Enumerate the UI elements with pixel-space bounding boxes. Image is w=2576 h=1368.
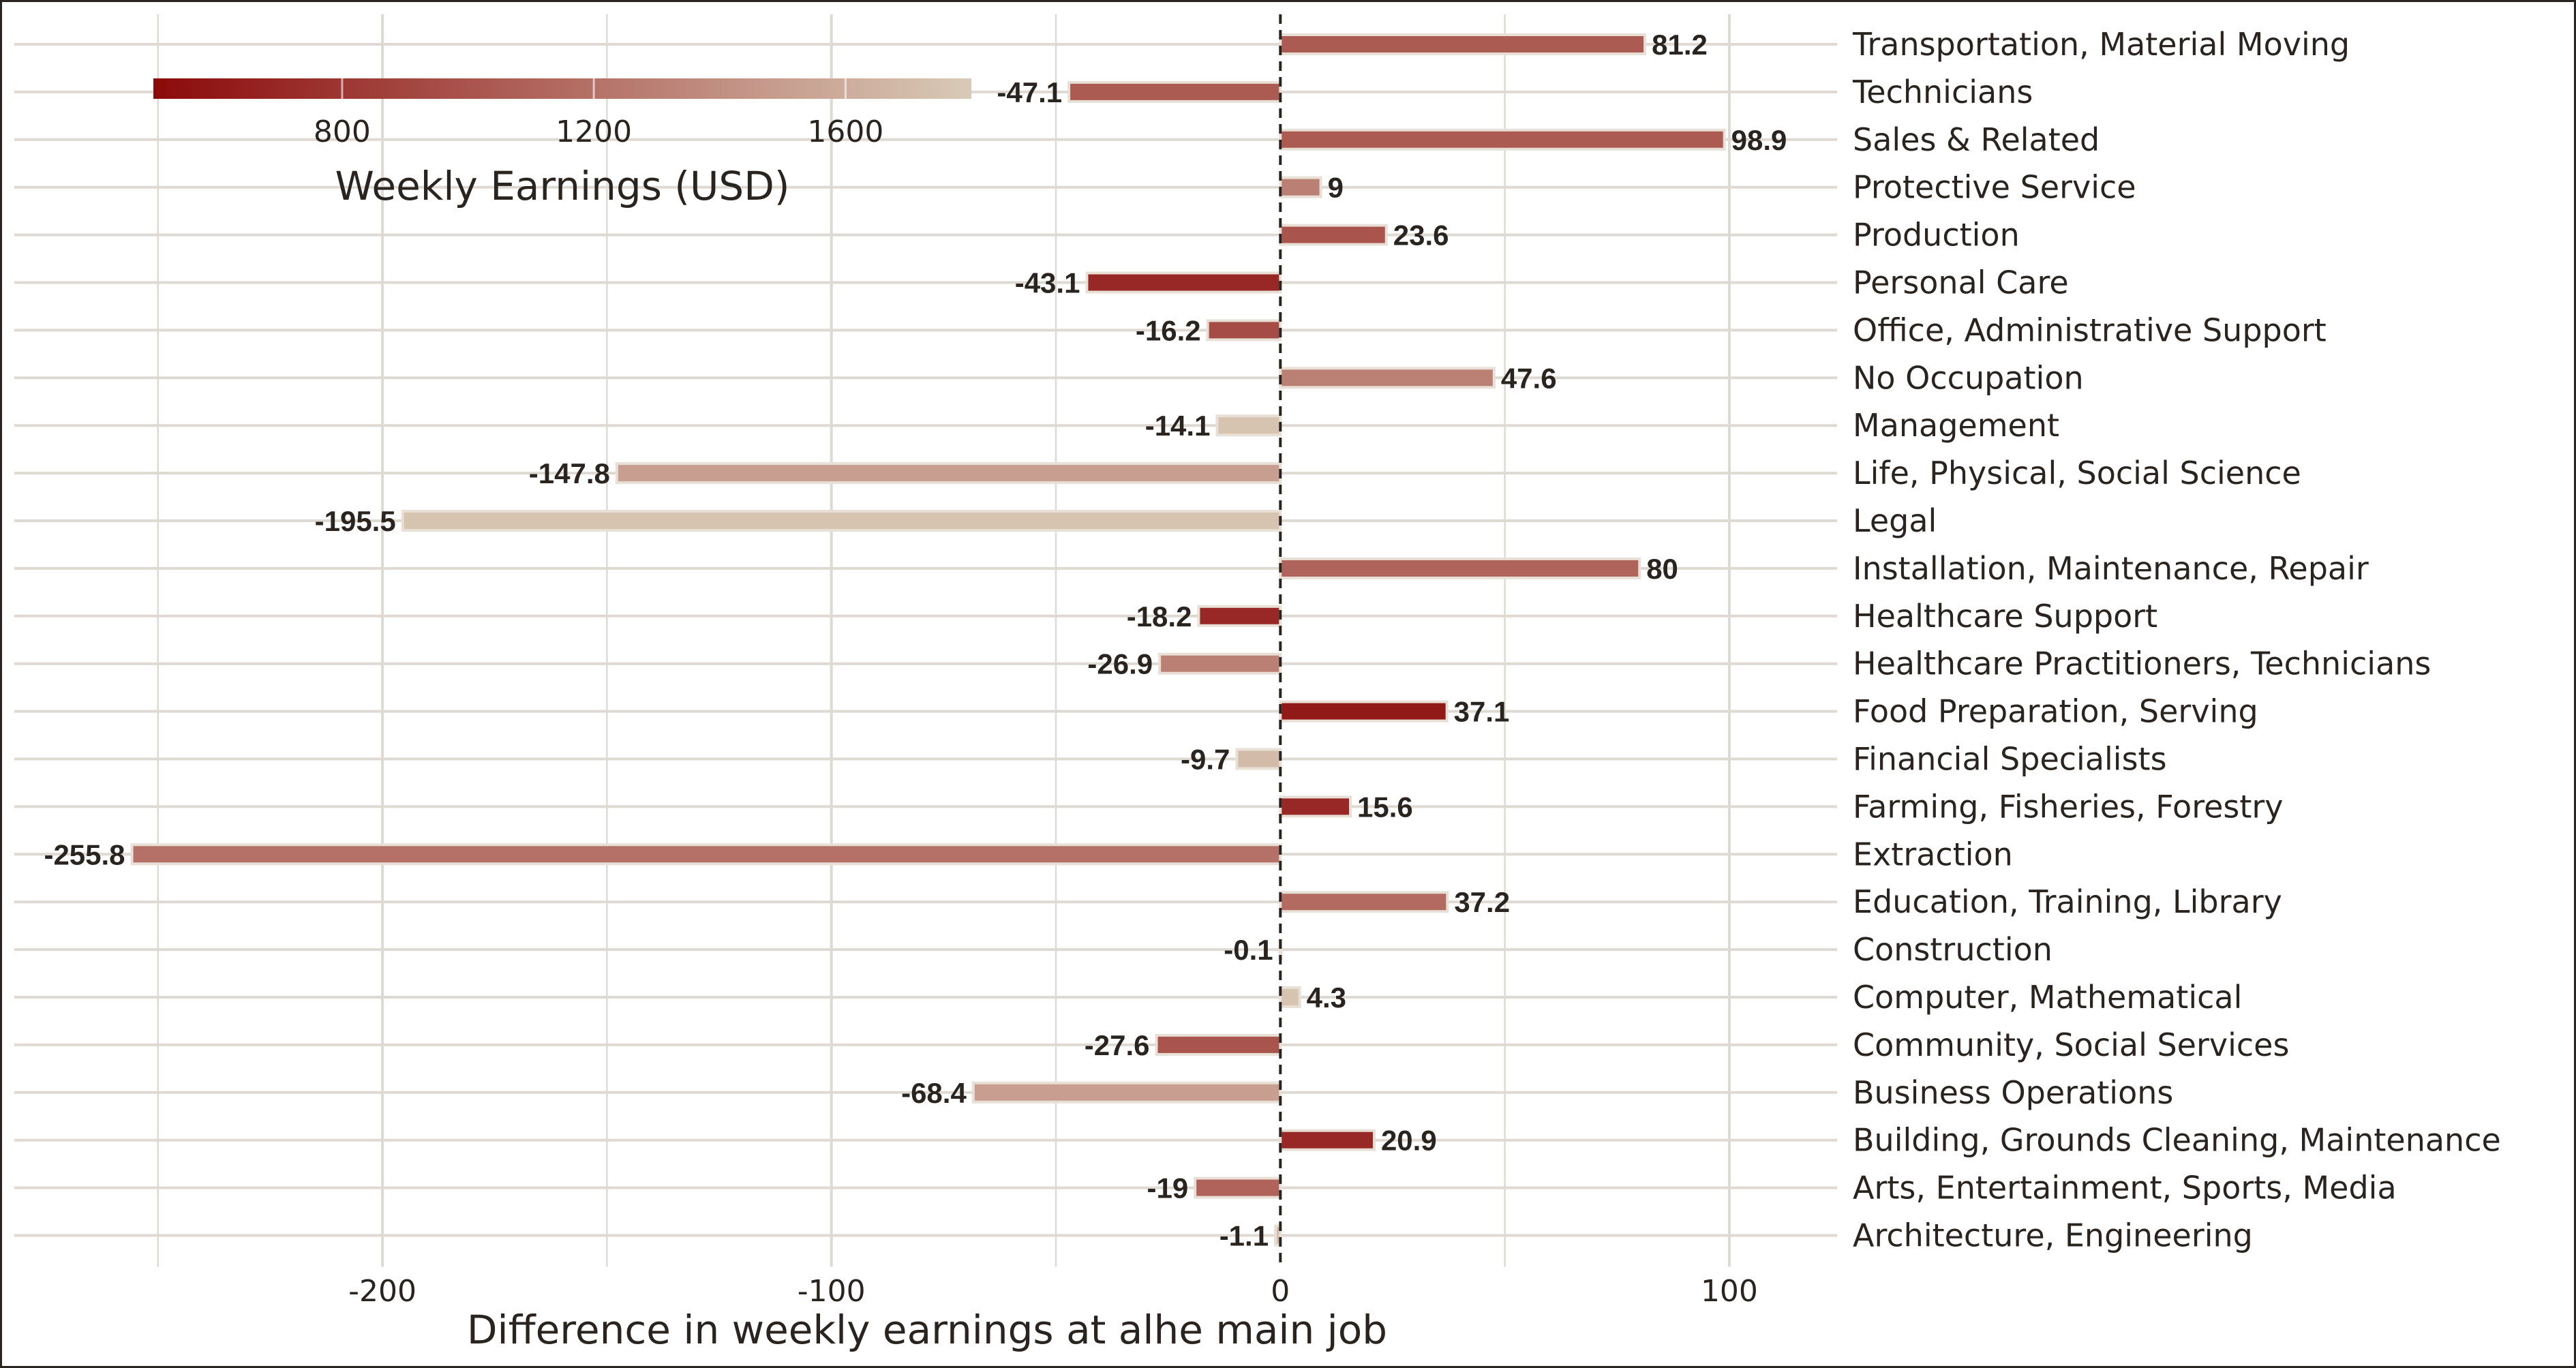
bar bbox=[1274, 1224, 1282, 1247]
category-label: Farming, Fisheries, Forestry bbox=[1853, 788, 2284, 825]
bar bbox=[1155, 1033, 1282, 1056]
category-label: Healthcare Practitioners, Technicians bbox=[1853, 645, 2431, 682]
category-label: Office, Administrative Support bbox=[1853, 311, 2327, 348]
category-label: Management bbox=[1853, 407, 2059, 444]
bar bbox=[1279, 795, 1352, 818]
value-label: -18.2 bbox=[1127, 601, 1192, 633]
value-labels: 81.2 -47.1 98.9 9 23.6 -43.1 -16.2 47.6 -14.1 -14… bbox=[44, 29, 1787, 1252]
value-label: 80 bbox=[1646, 553, 1678, 585]
x-tick-label: 100 bbox=[1701, 1274, 1758, 1309]
category-label: Protective Service bbox=[1853, 169, 2136, 206]
value-label: -27.6 bbox=[1085, 1029, 1150, 1061]
category-label: Computer, Mathematical bbox=[1853, 979, 2242, 1016]
category-label: Life, Physical, Social Science bbox=[1853, 455, 2301, 491]
bar bbox=[971, 1081, 1282, 1104]
legend-tick-label: 1600 bbox=[807, 115, 883, 149]
category-label: Extraction bbox=[1853, 836, 2013, 872]
x-tick-label: -200 bbox=[348, 1274, 416, 1309]
legend-ticks: 800 1200 1600 bbox=[314, 78, 883, 149]
category-label: Architecture, Engineering bbox=[1853, 1217, 2253, 1254]
category-label: Transportation, Material Moving bbox=[1852, 26, 2350, 63]
category-label: Food Preparation, Serving bbox=[1853, 693, 2258, 730]
bar bbox=[1279, 557, 1641, 579]
bar bbox=[1279, 367, 1496, 389]
legend-tick-label: 1200 bbox=[556, 115, 632, 149]
category-label: Business Operations bbox=[1853, 1074, 2173, 1111]
category-label: Community, Social Services bbox=[1853, 1027, 2289, 1063]
bar bbox=[1235, 748, 1282, 770]
bar bbox=[1197, 605, 1282, 627]
value-label: -9.7 bbox=[1181, 744, 1230, 776]
category-label: Legal bbox=[1853, 502, 1937, 539]
legend-title: Weekly Earnings (USD) bbox=[335, 163, 789, 209]
category-label: Building, Grounds Cleaning, Maintenance bbox=[1853, 1122, 2501, 1159]
category-label: Personal Care bbox=[1853, 264, 2069, 301]
bar bbox=[1215, 414, 1282, 437]
value-label: 23.6 bbox=[1393, 219, 1449, 252]
value-label: 20.9 bbox=[1381, 1125, 1437, 1157]
legend-tick-label: 800 bbox=[314, 115, 371, 149]
bar bbox=[1279, 33, 1647, 55]
x-tick-label: -100 bbox=[798, 1274, 866, 1309]
value-label: -0.1 bbox=[1224, 934, 1273, 966]
category-label: Financial Specialists bbox=[1853, 741, 2167, 778]
category-label: No Occupation bbox=[1853, 359, 2084, 396]
value-label: -19 bbox=[1147, 1172, 1188, 1204]
category-label: Arts, Entertainment, Sports, Media bbox=[1853, 1170, 2397, 1206]
x-axis-title: Difference in weekly earnings at alhe ma… bbox=[467, 1307, 1387, 1353]
value-label: 4.3 bbox=[1307, 982, 1346, 1014]
category-label: Healthcare Support bbox=[1853, 598, 2157, 635]
bar bbox=[130, 843, 1282, 866]
x-axis-ticks: -200 -100 0 100 bbox=[348, 1274, 1758, 1309]
value-label: -14.1 bbox=[1145, 410, 1211, 442]
value-label: -255.8 bbox=[44, 838, 125, 870]
bar bbox=[401, 510, 1282, 532]
value-label: 9 bbox=[1328, 172, 1344, 204]
color-legend: 800 1200 1600 Weekly Earnings (USD) bbox=[153, 78, 971, 209]
category-label: Production bbox=[1853, 217, 2020, 254]
bar bbox=[1279, 1129, 1376, 1151]
legend-colorbar bbox=[153, 78, 971, 99]
value-label: -147.8 bbox=[529, 457, 610, 489]
bar bbox=[1067, 80, 1282, 103]
value-label: 81.2 bbox=[1652, 29, 1708, 61]
bar bbox=[1206, 319, 1282, 341]
bar bbox=[1158, 652, 1282, 675]
bar bbox=[1279, 176, 1322, 198]
category-label: Construction bbox=[1853, 931, 2052, 968]
bar bbox=[1085, 271, 1282, 294]
value-label: 37.1 bbox=[1454, 696, 1510, 728]
value-label: 98.9 bbox=[1731, 124, 1787, 156]
value-label: -43.1 bbox=[1015, 267, 1080, 299]
value-label: 47.6 bbox=[1501, 362, 1557, 394]
bar bbox=[615, 462, 1282, 485]
category-labels: Transportation, Material Moving Technicia… bbox=[1852, 26, 2501, 1254]
value-label: 37.2 bbox=[1454, 886, 1510, 918]
bar bbox=[1279, 224, 1388, 246]
category-label: Technicians bbox=[1852, 74, 2033, 110]
bar bbox=[1279, 700, 1449, 723]
category-label: Sales & Related bbox=[1853, 121, 2100, 158]
bar bbox=[1194, 1176, 1282, 1199]
category-label: Installation, Maintenance, Repair bbox=[1853, 550, 2369, 587]
bar bbox=[1279, 128, 1726, 151]
bar bbox=[1279, 986, 1301, 1008]
value-label: -26.9 bbox=[1087, 648, 1153, 680]
value-label: -47.1 bbox=[997, 76, 1062, 108]
value-label: -68.4 bbox=[901, 1077, 967, 1109]
value-label: -1.1 bbox=[1219, 1220, 1269, 1252]
value-label: -195.5 bbox=[315, 505, 396, 537]
bars bbox=[130, 33, 1726, 1247]
value-label: 15.6 bbox=[1357, 791, 1413, 823]
x-tick-label: 0 bbox=[1271, 1274, 1290, 1309]
bar bbox=[1279, 891, 1449, 913]
category-label: Education, Training, Library bbox=[1853, 883, 2282, 920]
value-label: -16.2 bbox=[1136, 314, 1201, 346]
